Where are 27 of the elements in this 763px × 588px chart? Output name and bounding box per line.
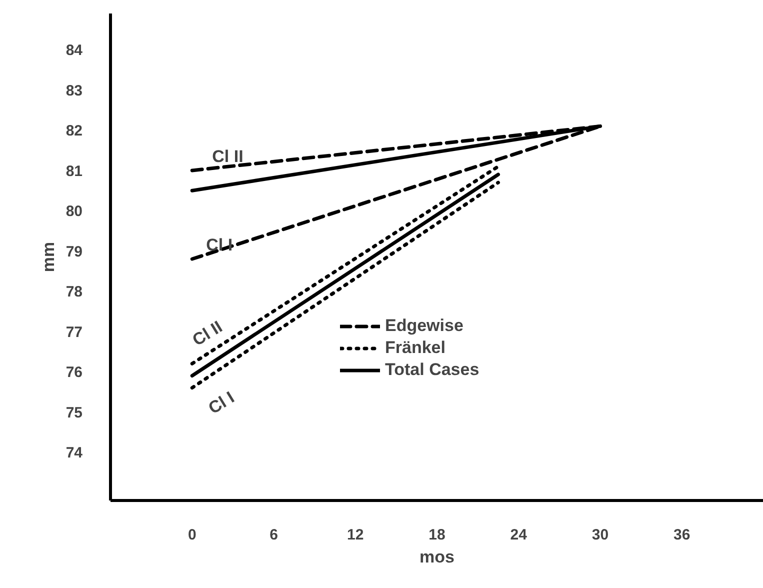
annotation: Cl II <box>212 146 244 166</box>
annotation: Cl I <box>205 388 238 418</box>
y-tick-label: 76 <box>66 364 83 382</box>
legend-label: Fränkel <box>385 338 446 358</box>
x-tick-label: 36 <box>674 526 690 544</box>
y-tick-label: 75 <box>66 404 83 422</box>
y-tick-label: 77 <box>66 324 83 341</box>
y-tick-label: 80 <box>66 203 83 220</box>
x-tick-label: 30 <box>592 526 609 544</box>
y-tick-label: 81 <box>66 162 83 180</box>
x-tick-label: 18 <box>428 526 446 544</box>
legend-label: Total Cases <box>385 360 480 380</box>
annotation: Cl II <box>189 317 226 350</box>
x-tick-label: 24 <box>510 526 528 544</box>
y-tick-label: 74 <box>66 444 84 462</box>
y-axis-title: mm <box>38 242 58 272</box>
annotation: Cl I <box>206 236 233 255</box>
x-tick-label: 6 <box>270 526 278 544</box>
legend-label: Edgewise <box>385 316 464 336</box>
y-tick-label: 84 <box>66 42 84 60</box>
y-tick-label: 79 <box>66 243 83 260</box>
y-tick-label: 82 <box>66 122 83 140</box>
x-tick-label: 0 <box>188 526 196 544</box>
x-axis-title: mos <box>420 548 454 566</box>
y-tick-label: 83 <box>66 82 83 100</box>
y-tick-label: 78 <box>66 284 83 301</box>
x-tick-label: 12 <box>347 526 364 544</box>
